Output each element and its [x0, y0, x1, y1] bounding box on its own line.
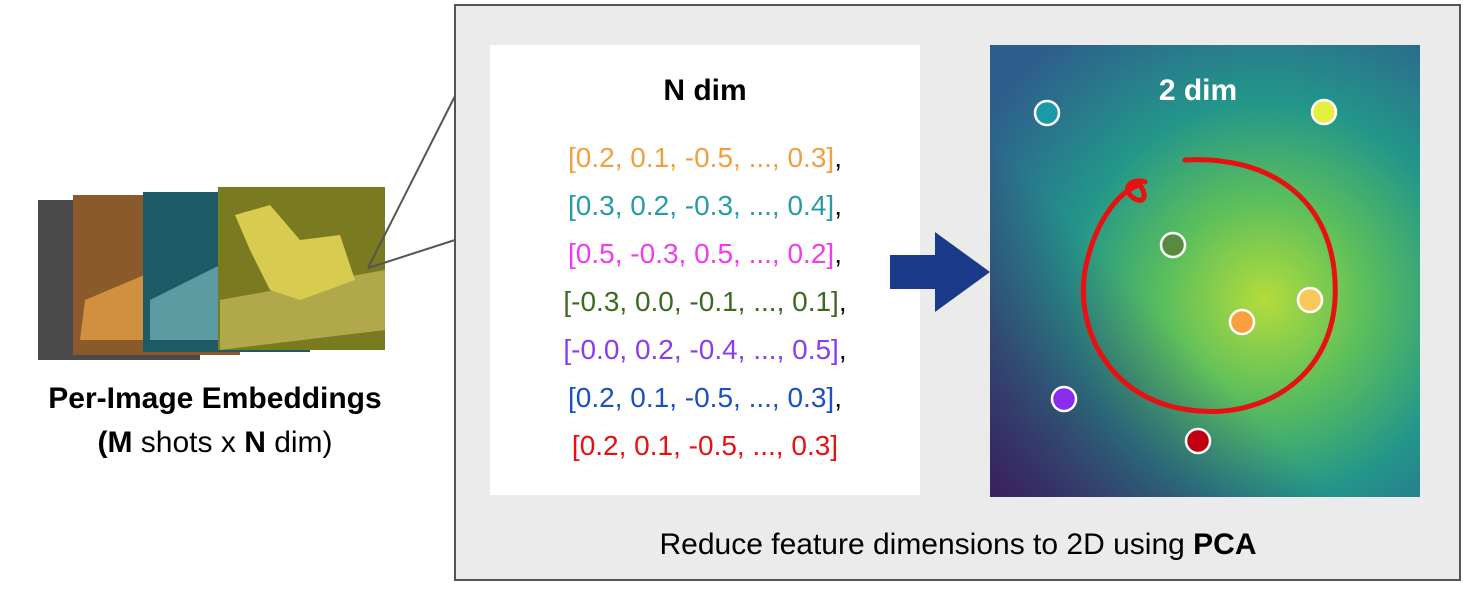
trajectory — [1080, 157, 1338, 414]
vector-row: [-0.3, 0.0, -0.1, ..., 0.1], — [563, 286, 846, 317]
caption: Reduce feature dimensions to 2D using PC… — [660, 528, 1257, 561]
separator: , — [834, 190, 842, 221]
vector-text: [-0.3, 0.0, -0.1, ..., 0.1] — [563, 286, 838, 317]
vector-rows: [0.2, 0.1, -0.5, ..., 0.3],[0.3, 0.2, -0… — [563, 142, 846, 461]
point — [1050, 385, 1078, 413]
mid-text: shots x — [132, 426, 244, 459]
vector-text: [0.2, 0.1, -0.5, ..., 0.3] — [568, 382, 834, 413]
m-label: M — [107, 426, 132, 459]
point — [1159, 231, 1187, 259]
separator: , — [834, 238, 842, 269]
image-content — [235, 205, 355, 300]
image-content — [220, 270, 385, 350]
vector-text: [0.2, 0.1, -0.5, ..., 0.3] — [568, 142, 834, 173]
point — [1184, 427, 1212, 455]
vector-text: [0.2, 0.1, -0.5, ..., 0.3] — [572, 430, 838, 461]
separator: , — [834, 142, 842, 173]
projection-title: 2 dim — [1159, 74, 1237, 107]
close-text: dim) — [266, 426, 333, 459]
point — [1310, 98, 1338, 126]
point — [1296, 286, 1324, 314]
vector-text: [-0.0, 0.2, -0.4, ..., 0.5] — [563, 334, 838, 365]
vector-panel — [490, 45, 920, 495]
vector-row: [0.3, 0.2, -0.3, ..., 0.4], — [568, 190, 842, 221]
caption-emphasis: PCA — [1193, 528, 1256, 561]
n-label: N — [244, 426, 266, 459]
left-subtitle: (M shots x N dim) — [97, 426, 332, 459]
vector-row: [0.2, 0.1, -0.5, ..., 0.3], — [568, 382, 842, 413]
vector-row: [0.5, -0.3, 0.5, ..., 0.2], — [568, 238, 842, 269]
vector-row: [0.2, 0.1, -0.5, ..., 0.3], — [568, 142, 842, 173]
projection-shade — [990, 45, 1420, 497]
points — [1033, 98, 1338, 455]
vector-text: [0.5, -0.3, 0.5, ..., 0.2] — [568, 238, 834, 269]
callout-line — [367, 239, 456, 269]
point — [1228, 308, 1256, 336]
caption-text: Reduce feature dimensions to 2D using — [660, 528, 1194, 561]
vector-row: [0.2, 0.1, -0.5, ..., 0.3] — [572, 430, 838, 461]
vector-row: [-0.0, 0.2, -0.4, ..., 0.5], — [563, 334, 846, 365]
arrow — [890, 232, 990, 312]
vector-title: N dim — [663, 74, 746, 107]
left-title: Per-Image Embeddings — [48, 382, 381, 415]
separator: , — [839, 334, 847, 365]
callout-line — [367, 95, 456, 269]
paren: ( — [97, 426, 107, 459]
vector-text: [0.3, 0.2, -0.3, ..., 0.4] — [568, 190, 834, 221]
separator: , — [834, 382, 842, 413]
point — [1033, 99, 1061, 127]
separator: , — [839, 286, 847, 317]
